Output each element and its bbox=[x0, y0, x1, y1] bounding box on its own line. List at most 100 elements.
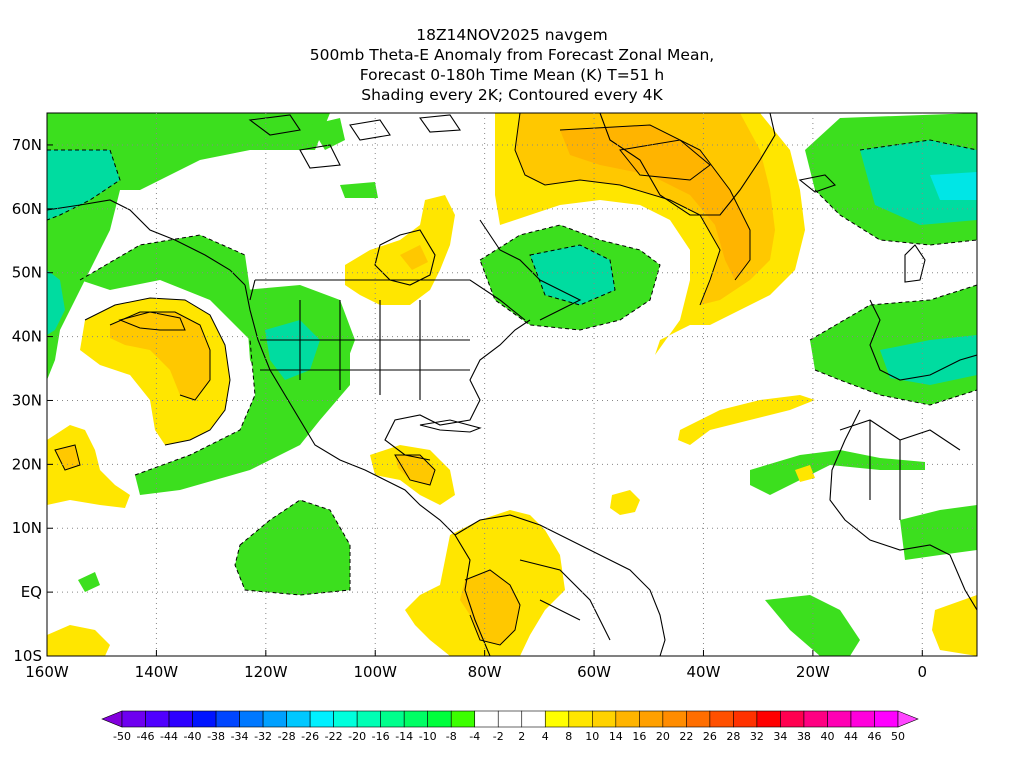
coastline-alaska bbox=[47, 199, 246, 286]
colorbar-swatch bbox=[803, 710, 828, 728]
lon-label: 80W bbox=[468, 663, 502, 681]
neg-region-pacific-tropics bbox=[235, 500, 350, 595]
colorbar-swatch bbox=[568, 710, 593, 728]
coastline-layer bbox=[47, 113, 977, 656]
coastline-greenland bbox=[599, 113, 776, 216]
lon-label: 100W bbox=[354, 663, 398, 681]
colorbar-label: 40 bbox=[820, 730, 834, 743]
colorbar-swatch bbox=[309, 710, 334, 728]
neg-region-south-atlantic bbox=[765, 595, 860, 656]
lon-label: 140W bbox=[135, 663, 179, 681]
contour-line bbox=[809, 284, 977, 341]
neg-strong-pacific-west bbox=[47, 270, 65, 335]
pos-strong-pacific-high bbox=[110, 312, 210, 400]
colorbar-label: -8 bbox=[446, 730, 457, 743]
colorbar-swatch bbox=[121, 710, 146, 728]
colorbar-swatch bbox=[380, 710, 405, 728]
contour-line bbox=[514, 113, 721, 306]
colorbar-label: -50 bbox=[113, 730, 131, 743]
contour-line bbox=[84, 297, 231, 446]
colorbar-swatch bbox=[215, 710, 240, 728]
colorbar-label: 34 bbox=[773, 730, 787, 743]
colorbar-label: 16 bbox=[632, 730, 646, 743]
coastline-europe bbox=[869, 299, 977, 381]
contour-line bbox=[109, 311, 211, 401]
colorbar-swatch bbox=[403, 710, 428, 728]
lon-label: 120W bbox=[244, 663, 288, 681]
contour-line bbox=[118, 311, 186, 331]
neg-strong-europe bbox=[880, 335, 977, 385]
pos-region-pacific-south bbox=[47, 625, 110, 656]
coastline-britain bbox=[904, 244, 926, 283]
colorbar-swatch bbox=[239, 710, 264, 728]
shading-layer bbox=[47, 113, 977, 656]
colorbar-swatch bbox=[521, 710, 546, 728]
pos-region-subtropic-atlantic bbox=[678, 395, 815, 445]
colorbar-label: -40 bbox=[184, 730, 202, 743]
coastline-cuba bbox=[419, 419, 482, 433]
latitude-labels: 70N 60N 50N 40N 30N 20N 10N EQ 10S bbox=[12, 136, 42, 665]
colorbar-label: 46 bbox=[867, 730, 881, 743]
colorbar-label: 44 bbox=[844, 730, 858, 743]
pos-strong-hudson bbox=[400, 245, 428, 270]
colorbar-label: 20 bbox=[656, 730, 670, 743]
lat-label: 70N bbox=[12, 136, 42, 154]
lat-label: 60N bbox=[12, 200, 42, 218]
political-borders-us bbox=[249, 279, 526, 400]
colorbar-swatch bbox=[356, 710, 381, 728]
political-borders-south-america bbox=[519, 559, 611, 641]
colorbar-label: -2 bbox=[493, 730, 504, 743]
colorbar-swatch bbox=[450, 710, 476, 728]
lat-label: 10S bbox=[13, 647, 42, 665]
lon-label: 20W bbox=[796, 663, 830, 681]
lon-label: 0 bbox=[918, 663, 928, 681]
colorbar-label: -46 bbox=[137, 730, 155, 743]
colorbar-swatch bbox=[497, 710, 523, 728]
colorbar-swatch bbox=[756, 710, 781, 728]
colorbar-swatch bbox=[686, 710, 711, 728]
pos-region-hawaii bbox=[47, 425, 130, 508]
lon-label: 40W bbox=[687, 663, 721, 681]
neg-strong-alaska bbox=[47, 150, 120, 220]
colorbar-swatch bbox=[427, 710, 452, 728]
colorbar-swatch bbox=[662, 710, 687, 728]
pos-region-hudson-bay bbox=[345, 195, 455, 305]
contour-line bbox=[134, 339, 256, 476]
coastline-south-america bbox=[454, 514, 666, 656]
colorbar-label: 22 bbox=[679, 730, 693, 743]
pos-region-africa-south bbox=[932, 595, 977, 656]
colorbar-label: -20 bbox=[348, 730, 366, 743]
title-line-3: Forecast 0-180h Time Mean (K) T=51 h bbox=[359, 66, 665, 84]
neg-region-hudson bbox=[310, 118, 345, 150]
contour-line bbox=[859, 139, 977, 151]
contour-line bbox=[234, 499, 351, 596]
contour-line bbox=[814, 369, 977, 406]
pos-region-canary bbox=[795, 465, 815, 482]
colorbar-label: 50 bbox=[891, 730, 905, 743]
colorbar-label: -10 bbox=[419, 730, 437, 743]
colorbar-label: 14 bbox=[609, 730, 623, 743]
colorbar-swatch bbox=[709, 710, 734, 728]
colorbar-label: -44 bbox=[160, 730, 178, 743]
contour-line bbox=[54, 444, 81, 471]
colorbar-swatch bbox=[168, 710, 193, 728]
contour-layer bbox=[47, 113, 977, 646]
colorbar-swatch bbox=[474, 710, 499, 728]
lat-label: 40N bbox=[12, 328, 42, 346]
colorbar-swatch bbox=[286, 710, 311, 728]
colorbar-labels: -50 -46 -44 -40 -38 -34 -32 -28 -26 -22 -20 -16 -14-… bbox=[113, 730, 905, 743]
contour-line bbox=[394, 454, 436, 486]
colorbar-arrow-min bbox=[101, 710, 123, 728]
colorbar-label: 28 bbox=[726, 730, 740, 743]
title-line-4: Shading every 2K; Contoured every 4K bbox=[361, 86, 663, 104]
colorbar-label: 8 bbox=[565, 730, 572, 743]
colorbar-label: -32 bbox=[254, 730, 272, 743]
colorbar-label: 38 bbox=[797, 730, 811, 743]
neg-region-gulf-guinea bbox=[900, 505, 977, 560]
colorbar-arrow-max bbox=[897, 710, 919, 728]
lon-label: 60W bbox=[577, 663, 611, 681]
pos-strong-central-america bbox=[395, 455, 435, 485]
colorbar-swatch bbox=[145, 710, 170, 728]
pos-strong-greenland bbox=[515, 113, 775, 305]
